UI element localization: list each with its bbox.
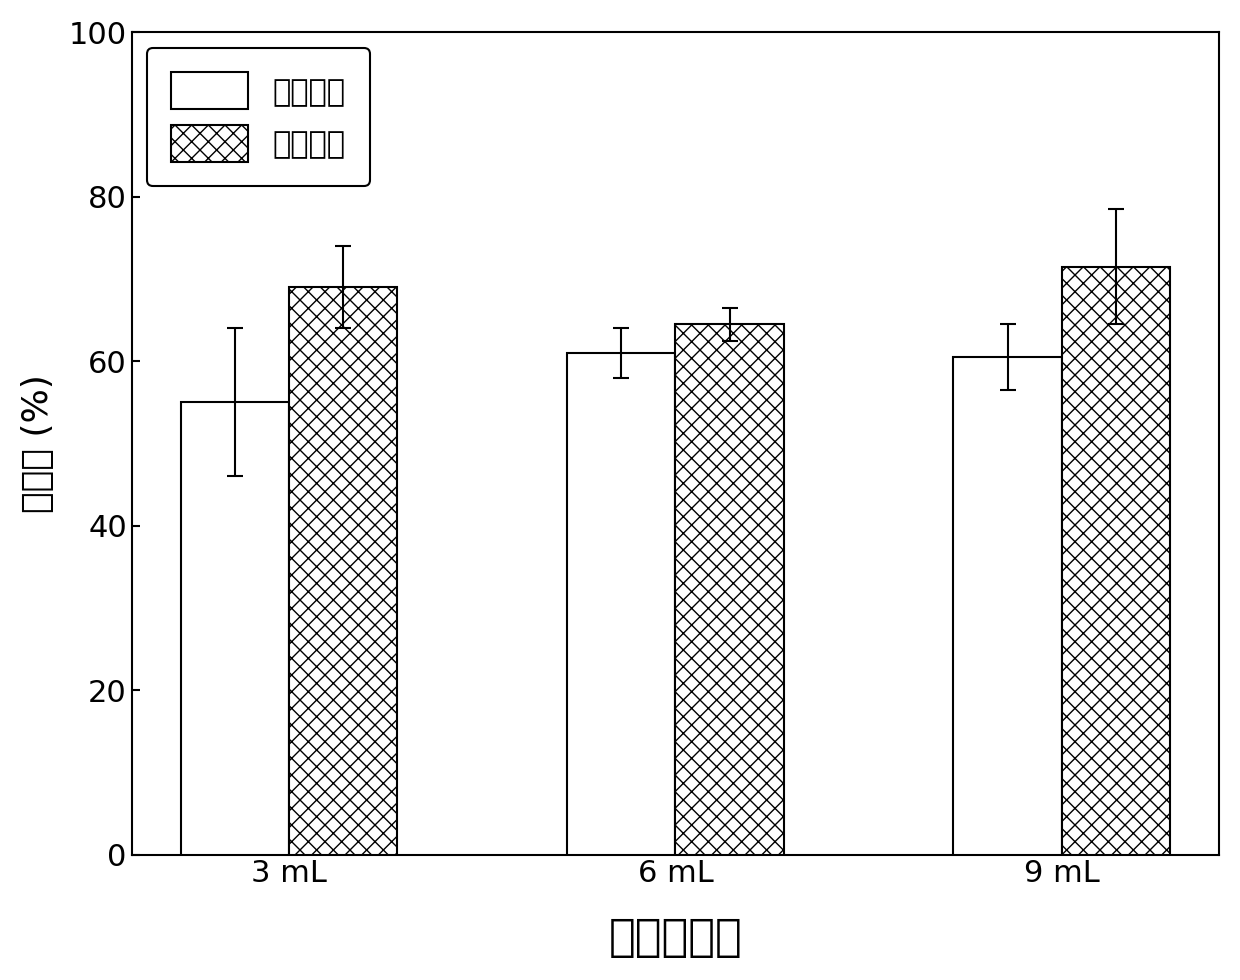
Bar [676,324,784,855]
Legend: 一碘乙酸, 二碘乙酸: 一碘乙酸, 二碘乙酸 [148,48,370,186]
Bar [181,403,289,855]
X-axis label: 洗脱液体积: 洗脱液体积 [609,916,743,959]
Bar [289,287,397,855]
Bar [1061,267,1169,855]
Bar [954,357,1061,855]
Y-axis label: 回收率 (%): 回收率 (%) [21,374,55,513]
Bar [568,353,676,855]
